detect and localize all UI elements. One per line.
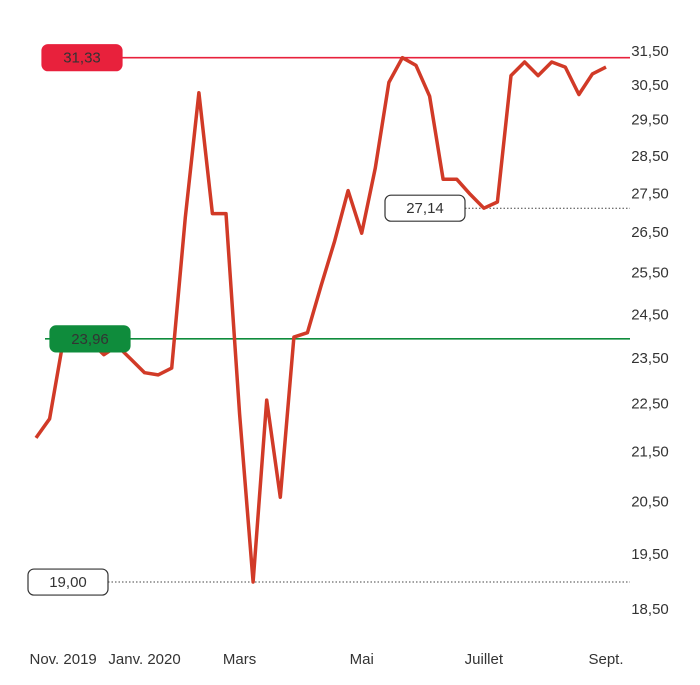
y-tick-label: 20,50 xyxy=(631,493,669,510)
reference-label: 19,00 xyxy=(49,574,87,591)
x-tick-label: Juillet xyxy=(465,651,504,668)
y-tick-label: 23,50 xyxy=(631,350,669,367)
y-tick-label: 26,50 xyxy=(631,224,669,241)
x-tick-label: Mars xyxy=(223,651,256,668)
reference-label-box xyxy=(27,568,109,596)
reference-label-box xyxy=(49,325,131,353)
y-tick-label: 25,50 xyxy=(631,265,669,282)
reference-label-box xyxy=(41,44,123,72)
x-tick-label: Nov. 2019 xyxy=(30,651,97,668)
y-tick-label: 27,50 xyxy=(631,185,669,202)
y-tick-label: 31,50 xyxy=(631,43,669,60)
x-tick-label: Mai xyxy=(350,651,374,668)
y-tick-label: 30,50 xyxy=(631,77,669,94)
reference-label: 27,14 xyxy=(406,200,444,217)
reference-label: 23,96 xyxy=(71,331,109,348)
y-tick-label: 18,50 xyxy=(631,601,669,618)
reference-label-box xyxy=(384,194,466,222)
y-tick-label: 29,50 xyxy=(631,112,669,129)
y-tick-label: 21,50 xyxy=(631,443,669,460)
y-tick-label: 22,50 xyxy=(631,396,669,413)
line-series xyxy=(34,55,607,584)
x-tick-label: Janv. 2020 xyxy=(108,651,180,668)
reference-label: 31,33 xyxy=(63,50,101,67)
y-tick-label: 24,50 xyxy=(631,306,669,323)
y-tick-label: 19,50 xyxy=(631,546,669,563)
y-tick-label: 28,50 xyxy=(631,148,669,165)
x-tick-label: Sept. xyxy=(588,651,623,668)
